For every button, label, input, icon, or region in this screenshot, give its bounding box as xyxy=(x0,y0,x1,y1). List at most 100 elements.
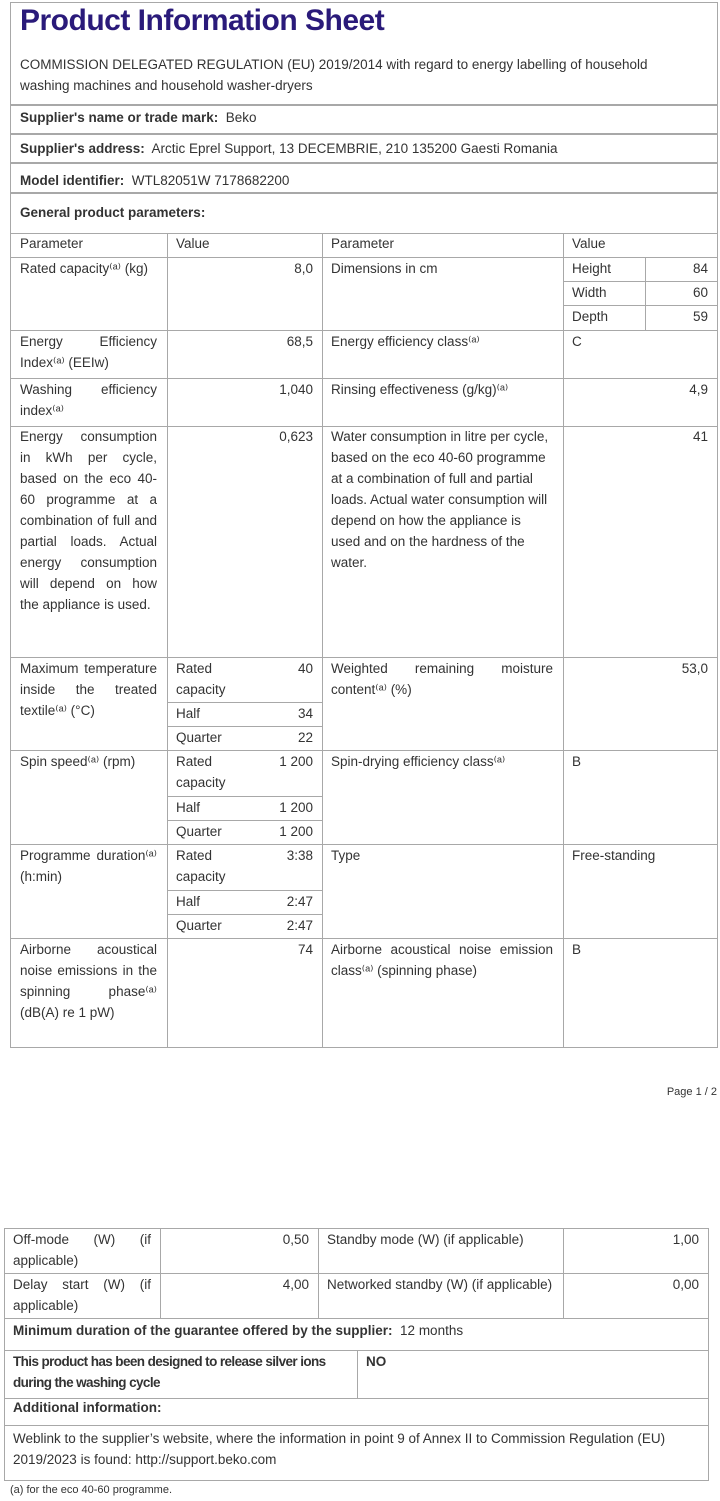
divider xyxy=(10,192,718,194)
type-label: Type xyxy=(331,848,361,863)
wash-label: Washing efficiency index⁽ᵃ⁾ xyxy=(20,382,157,418)
general-heading: General product parameters: xyxy=(20,205,206,220)
h-param1: Parameter xyxy=(20,236,84,251)
moisture-value: 53,0 xyxy=(681,661,708,676)
temp-quarter-label: Quarter xyxy=(176,730,222,745)
grid-line xyxy=(4,1480,709,1481)
energy-class-label: Energy efficiency class⁽ᵃ⁾ xyxy=(331,334,480,349)
height-value: 84 xyxy=(692,261,708,276)
grid-line xyxy=(563,1228,564,1318)
depth-label: Depth xyxy=(572,309,609,324)
temp-rated-value: 40 xyxy=(297,661,313,676)
capacity-label: Rated capacity⁽ᵃ⁾ (kg) xyxy=(20,261,148,276)
regulation-text: COMMISSION DELEGATED REGULATION (EU) 201… xyxy=(20,57,648,93)
grid-line xyxy=(10,657,718,658)
grid-line xyxy=(4,1228,5,1481)
footnote: (a) for the eco 40-60 programme. xyxy=(10,1484,173,1496)
energy-class-value: C xyxy=(572,334,582,349)
grid-line xyxy=(717,233,718,1048)
networked-label: Networked standby (W) (if applicable) xyxy=(327,1277,553,1292)
water-value: 41 xyxy=(692,429,708,444)
grid-line xyxy=(167,726,322,727)
grid-line xyxy=(167,820,322,821)
spin-label: Spin speed⁽ᵃ⁾ (rpm) xyxy=(20,754,136,769)
spin-class-label: Spin-drying efficiency class⁽ᵃ⁾ xyxy=(331,754,506,769)
grid-line xyxy=(10,330,718,331)
grid-line xyxy=(167,233,168,1048)
grid-line xyxy=(4,1318,709,1319)
grid-line xyxy=(10,378,718,379)
grid-line xyxy=(563,281,718,282)
offmode-value: 0,50 xyxy=(282,1232,309,1247)
page-title: Product Information Sheet xyxy=(20,4,385,37)
grid-line xyxy=(10,938,718,939)
depth-value: 59 xyxy=(692,309,708,324)
prog-rated-label: Rated capacity xyxy=(176,848,226,884)
spin-rated-value: 1 200 xyxy=(279,754,313,769)
model-identifier: Model identifier: WTL82051W 7178682200 xyxy=(20,173,290,188)
additional-heading: Additional information: xyxy=(13,1400,162,1415)
grid-line xyxy=(10,257,718,258)
grid-line xyxy=(4,1273,709,1274)
supplier-name: Supplier's name or trade mark: Beko xyxy=(20,110,257,125)
type-value: Free-standing xyxy=(572,848,656,863)
networked-value: 0,00 xyxy=(672,1277,699,1292)
temp-rated-label: Rated capacity xyxy=(176,661,226,697)
noise-class-value: B xyxy=(572,942,582,957)
noise-label: Airborne acoustical noise emissions in t… xyxy=(20,942,157,1020)
prog-quarter-value: 2:47 xyxy=(286,918,313,933)
delay-value: 4,00 xyxy=(282,1277,309,1292)
guarantee: Minimum duration of the guarantee offere… xyxy=(13,1323,464,1338)
weblink-text: Weblink to the supplier’s website, where… xyxy=(13,1431,666,1467)
temp-half-label: Half xyxy=(176,706,201,721)
energy-value: 0,623 xyxy=(279,429,313,444)
supplier-address: Supplier's address: Arctic Eprel Support… xyxy=(20,141,558,156)
prog-half-value: 2:47 xyxy=(286,894,313,909)
wash-value: 1,040 xyxy=(279,382,313,397)
divider xyxy=(10,133,718,135)
h-value1: Value xyxy=(176,236,210,251)
eei-label: Energy Efficiency Index⁽ᵃ⁾ (EEIw) xyxy=(20,334,157,370)
delay-label: Delay start (W) (if applicable) xyxy=(13,1277,151,1313)
rinse-label: Rinsing effectiveness (g/kg)⁽ᵃ⁾ xyxy=(331,382,509,397)
grid-line xyxy=(167,702,322,703)
noise-value: 74 xyxy=(297,942,313,957)
eei-value: 68,5 xyxy=(286,334,313,349)
water-label: Water consumption in litre per cycle, ba… xyxy=(331,429,549,570)
width-label: Width xyxy=(572,285,607,300)
spin-rated-label: Rated capacity xyxy=(176,754,226,790)
grid-line xyxy=(10,750,718,751)
grid-line xyxy=(167,796,322,797)
grid-line xyxy=(4,1398,709,1399)
grid-line xyxy=(563,305,718,306)
grid-line xyxy=(4,1425,709,1426)
spin-half-value: 1 200 xyxy=(279,800,313,815)
noise-class-label: Airborne acoustical noise emission class… xyxy=(331,942,553,978)
dimensions-label: Dimensions in cm xyxy=(331,261,438,276)
standby-label: Standby mode (W) (if applicable) xyxy=(327,1232,524,1247)
grid-line xyxy=(167,914,322,915)
divider xyxy=(10,162,718,164)
prog-rated-value: 3:38 xyxy=(286,848,313,863)
spin-class-value: B xyxy=(572,754,582,769)
page-number: Page 1 / 2 xyxy=(666,1086,717,1098)
grid-line xyxy=(4,1228,709,1229)
grid-line xyxy=(10,233,718,234)
temp-label: Maximum temperature inside the treated t… xyxy=(20,661,157,718)
grid-line xyxy=(10,844,718,845)
temp-quarter-value: 22 xyxy=(297,730,313,745)
spin-quarter-value: 1 200 xyxy=(279,824,313,839)
standby-value: 1,00 xyxy=(672,1232,699,1247)
prog-half-label: Half xyxy=(176,894,201,909)
grid-line xyxy=(322,233,323,1048)
grid-line xyxy=(10,426,718,427)
grid-line xyxy=(10,1047,718,1048)
offmode-label: Off-mode (W) (if applicable) xyxy=(13,1232,151,1268)
grid-line xyxy=(160,1228,161,1318)
h-param2: Parameter xyxy=(331,236,395,251)
prog-label: Programme duration⁽ᵃ⁾ (h:min) xyxy=(20,848,157,884)
moisture-label: Weighted remaining moisture content⁽ᵃ⁾ (… xyxy=(331,661,553,697)
grid-line xyxy=(357,1350,358,1398)
h-value2: Value xyxy=(572,236,606,251)
silver-value: NO xyxy=(366,1354,387,1369)
